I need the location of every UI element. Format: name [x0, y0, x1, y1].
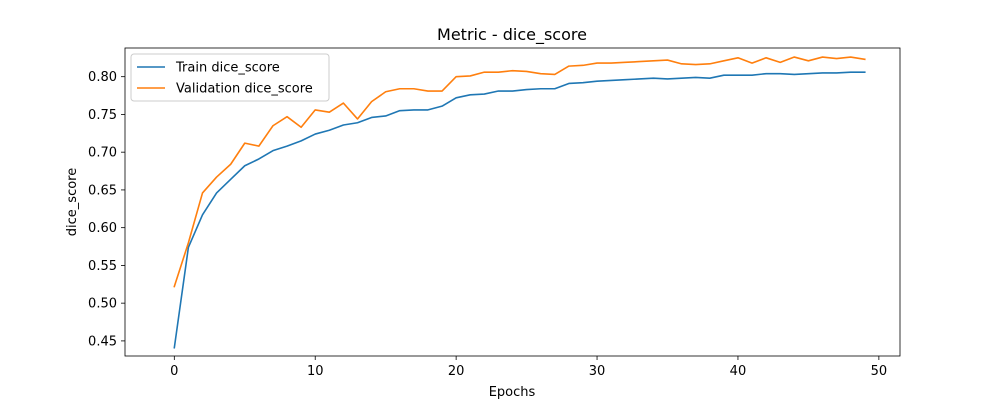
x-tick-label: 10	[307, 364, 324, 379]
y-tick-label: 0.75	[88, 108, 117, 123]
chart-title: Metric - dice_score	[437, 25, 587, 45]
x-axis-label: Epochs	[489, 385, 536, 400]
legend: Train dice_score Validation dice_score	[130, 53, 330, 102]
y-axis-label: dice_score	[65, 168, 80, 236]
x-tick-label: 40	[730, 364, 747, 379]
x-tick-label: 0	[170, 364, 178, 379]
plot-frame	[124, 47, 901, 357]
x-tick-label: 50	[871, 364, 888, 379]
series-line-0	[173, 71, 866, 349]
y-tick-label: 0.65	[88, 183, 117, 198]
y-tick-label: 0.45	[88, 334, 117, 349]
y-tick-label: 0.70	[88, 146, 117, 161]
x-tick-label: 20	[448, 364, 465, 379]
y-tick-label: 0.50	[88, 297, 117, 312]
y-axis: 0.45 0.50 0.55 0.60 0.65 0.70 0.75 0.80	[88, 70, 125, 349]
legend-label-1: Validation dice_score	[176, 82, 313, 97]
legend-box	[130, 53, 330, 102]
x-tick-label: 30	[589, 364, 606, 379]
x-axis: 0 10 20 30 40 50	[170, 356, 887, 379]
legend-label-0: Train dice_score	[175, 61, 280, 76]
y-tick-label: 0.55	[88, 259, 117, 274]
plot-lines	[173, 56, 866, 349]
y-tick-label: 0.80	[88, 70, 117, 85]
y-tick-label: 0.60	[88, 221, 117, 236]
series-line-1	[173, 56, 866, 288]
